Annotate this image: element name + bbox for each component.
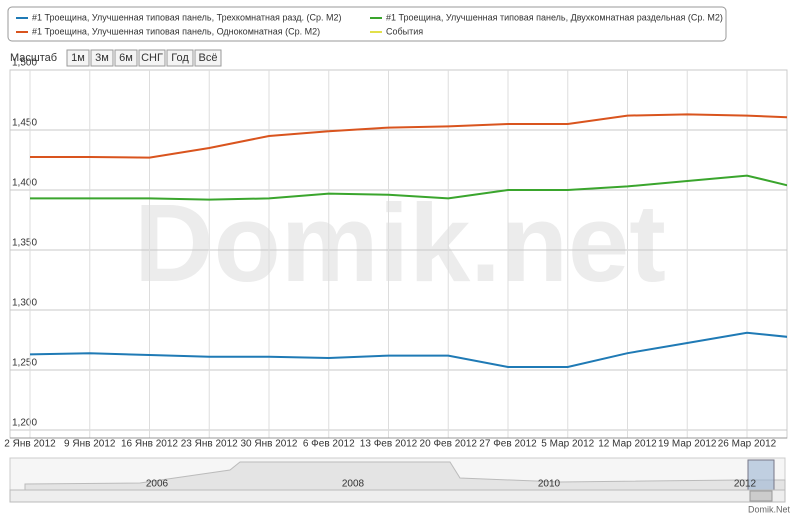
zoom-button-label: СНГ bbox=[141, 52, 163, 64]
y-tick-label: 1,300 bbox=[12, 298, 37, 309]
zoom-button-box bbox=[114, 49, 138, 67]
navigator-label: 2006 bbox=[146, 479, 169, 490]
legend-label: #1 Троещина, Улучшенная типовая панель, … bbox=[32, 12, 342, 22]
y-tick-label: 1,200 bbox=[12, 418, 37, 429]
x-tick-label: 2 Янв 2012 bbox=[4, 439, 56, 450]
scrollbar[interactable] bbox=[9, 489, 786, 503]
zoom-button-box bbox=[66, 49, 90, 67]
x-tick-label: 9 Янв 2012 bbox=[64, 439, 116, 450]
x-tick-label: 5 Мар 2012 bbox=[541, 439, 594, 450]
zoom-button[interactable]: Всё bbox=[194, 49, 222, 67]
series-line bbox=[30, 113, 787, 159]
scrollbar-thumb[interactable] bbox=[749, 490, 773, 502]
zoom-button-box bbox=[90, 49, 114, 67]
zoom-button-box bbox=[166, 49, 194, 67]
zoom-button-label: Всё bbox=[199, 52, 218, 64]
zoom-button-label: Год bbox=[171, 52, 189, 64]
y-tick-label: 1,500 bbox=[12, 58, 37, 69]
zoom-label: Масштаб bbox=[10, 52, 57, 64]
legend-label: События bbox=[386, 26, 423, 36]
zoom-button-label: 1м bbox=[71, 52, 85, 64]
zoom-button[interactable]: 3м bbox=[90, 49, 114, 67]
x-tick-label: 23 Янв 2012 bbox=[181, 439, 238, 450]
y-tick-label: 1,400 bbox=[12, 178, 37, 189]
series-line bbox=[30, 174, 787, 201]
legend-box bbox=[7, 6, 727, 42]
zoom-button[interactable]: СНГ bbox=[138, 49, 166, 67]
y-tick-label: 1,250 bbox=[12, 358, 37, 369]
legend-label: #1 Троещина, Улучшенная типовая панель, … bbox=[386, 12, 723, 22]
x-tick-label: 20 Фев 2012 bbox=[420, 439, 478, 450]
x-tick-label: 27 Фев 2012 bbox=[479, 439, 537, 450]
x-tick-label: 26 Мар 2012 bbox=[718, 439, 777, 450]
legend-label: #1 Троещина, Улучшенная типовая панель, … bbox=[32, 26, 320, 36]
x-tick-label: 13 Фев 2012 bbox=[360, 439, 418, 450]
watermark: Domik.net bbox=[134, 182, 666, 305]
zoom-button[interactable]: 6м bbox=[114, 49, 138, 67]
zoom-button[interactable]: Год bbox=[166, 49, 194, 67]
navigator-label: 2010 bbox=[538, 479, 561, 490]
navigator-label: 2012 bbox=[734, 479, 757, 490]
y-tick-label: 1,350 bbox=[12, 238, 37, 249]
zoom-button[interactable]: 1м bbox=[66, 49, 90, 67]
y-tick-label: 1,450 bbox=[12, 118, 37, 129]
x-tick-label: 30 Янв 2012 bbox=[241, 439, 298, 450]
x-tick-label: 6 Фев 2012 bbox=[303, 439, 355, 450]
zoom-button-label: 6м bbox=[119, 52, 133, 64]
series-line bbox=[29, 331, 787, 368]
x-tick-label: 12 Мар 2012 bbox=[598, 439, 657, 450]
x-tick-label: 16 Янв 2012 bbox=[121, 439, 178, 450]
x-tick-label: 19 Мар 2012 bbox=[658, 439, 717, 450]
zoom-button-box bbox=[194, 49, 222, 67]
zoom-button-label: 3м bbox=[95, 52, 109, 64]
credit: Domik.Net bbox=[748, 504, 791, 514]
navigator-label: 2008 bbox=[342, 479, 365, 490]
zoom-button-box bbox=[138, 49, 166, 67]
plot bbox=[29, 113, 787, 368]
